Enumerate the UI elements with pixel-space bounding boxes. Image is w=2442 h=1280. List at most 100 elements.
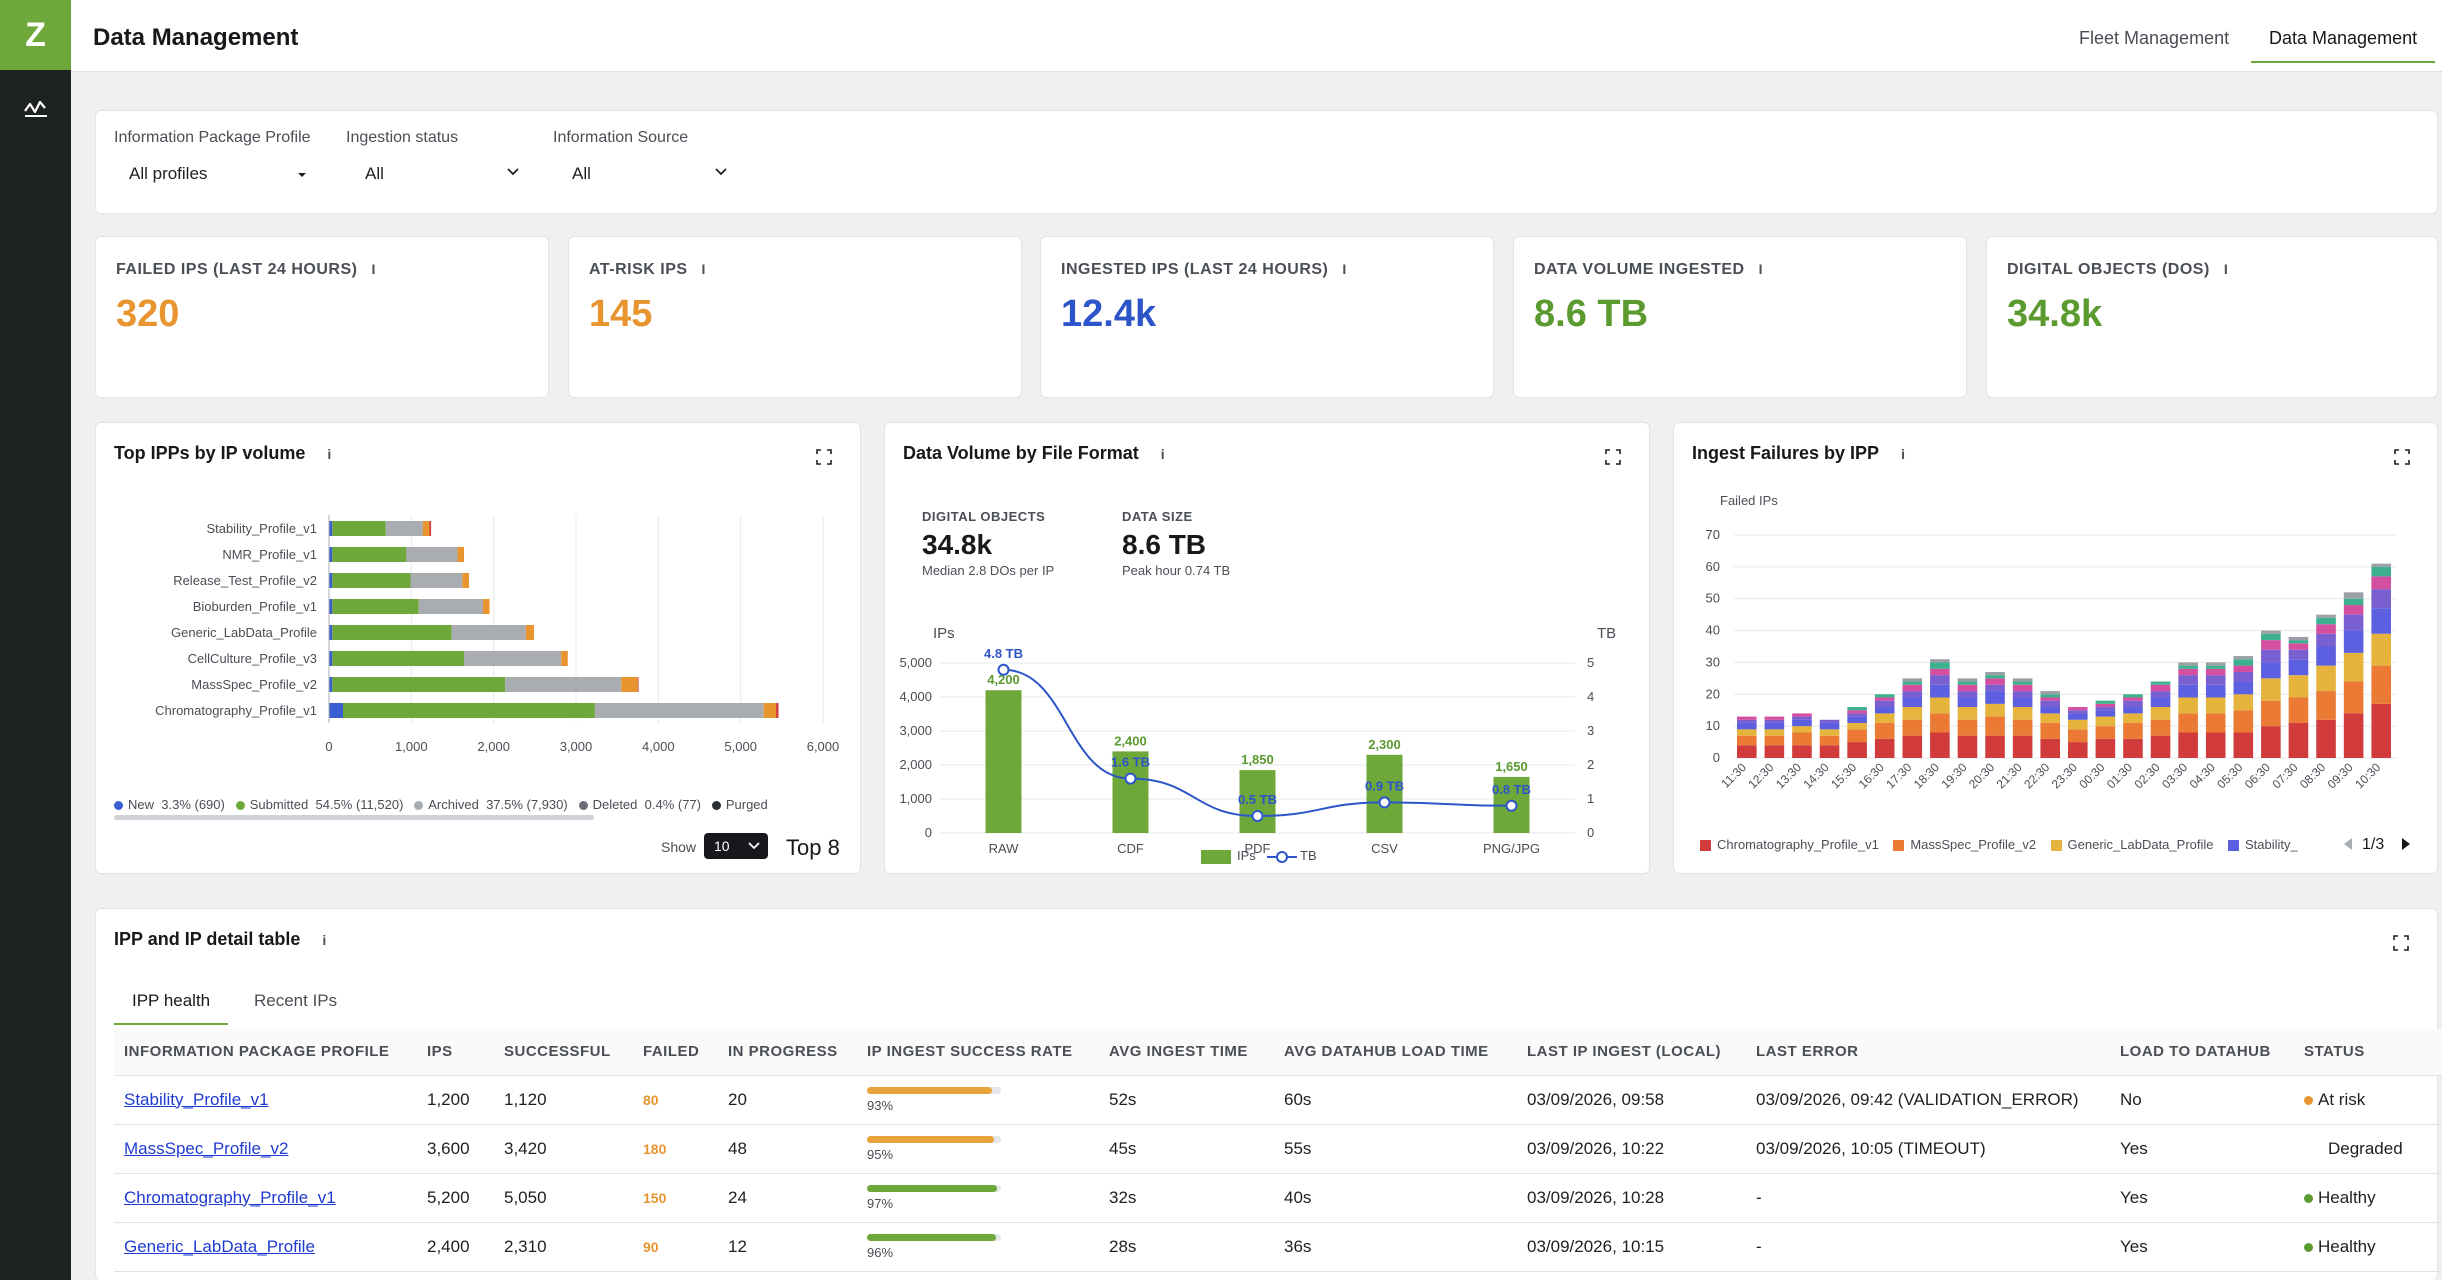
failed-cell: 90 bbox=[643, 1238, 659, 1255]
activity-icon[interactable] bbox=[22, 96, 50, 120]
bar-segment bbox=[2068, 719, 2088, 730]
bar-segment bbox=[2233, 671, 2254, 682]
legend-item-deleted[interactable]: Deleted 0.4% (77) bbox=[578, 797, 701, 812]
column-header[interactable]: Information Package Profile bbox=[114, 1029, 417, 1076]
table-row[interactable]: Chromatography_Profile_v1 5,200 5,050 15… bbox=[114, 1173, 2442, 1223]
profile-link[interactable]: Chromatography_Profile_v1 bbox=[114, 1173, 417, 1223]
info-icon[interactable]: i bbox=[1160, 446, 1165, 462]
x-tick-label: 02:30 bbox=[2132, 760, 2163, 791]
table-row[interactable]: MassSpec_Profile_v2 3,600 3,420 180 48 9… bbox=[114, 1124, 2442, 1174]
chevron-down-icon[interactable] bbox=[506, 165, 520, 179]
table-row[interactable]: Stability_Profile_v1 1,200 1,120 80 20 9… bbox=[114, 1075, 2442, 1125]
column-header[interactable]: Last error bbox=[1746, 1029, 2110, 1076]
tab-fleet-management[interactable]: Fleet Management bbox=[2079, 28, 2230, 48]
expand-icon[interactable] bbox=[2394, 449, 2410, 465]
information-source-select[interactable]: All bbox=[572, 164, 591, 183]
bar-segment bbox=[1985, 703, 2005, 717]
profile-link[interactable]: MassSpec_Profile_v2 bbox=[114, 1124, 417, 1174]
legend-item-archived[interactable]: Archived 37.5% (7,930) bbox=[414, 797, 568, 812]
x-tick-label: PDF bbox=[1245, 841, 1271, 853]
failed-cell: 150 bbox=[643, 1189, 667, 1206]
app-logo[interactable]: Z bbox=[0, 0, 71, 70]
bar-segment bbox=[2233, 659, 2254, 666]
y-tick-label: 60 bbox=[1706, 559, 1720, 574]
show-count-select[interactable]: 10 bbox=[704, 833, 768, 859]
expand-icon[interactable] bbox=[2393, 935, 2409, 951]
bar-segment bbox=[1874, 722, 1895, 739]
column-header[interactable]: Failed bbox=[633, 1029, 718, 1076]
column-header[interactable]: Successful bbox=[494, 1029, 633, 1076]
legend-item-purged[interactable]: Purged bbox=[711, 797, 768, 812]
bar-segment bbox=[2288, 722, 2309, 758]
bar-segment-archived bbox=[410, 573, 463, 588]
info-icon[interactable]: i bbox=[1758, 261, 1763, 277]
legend-next-icon[interactable] bbox=[2400, 837, 2412, 851]
bar-segment bbox=[1930, 732, 1950, 758]
bar-segment bbox=[1930, 662, 1950, 669]
info-icon[interactable]: i bbox=[371, 261, 376, 277]
x-tick-label: 06:30 bbox=[2242, 760, 2273, 791]
success-rate-bar bbox=[867, 1233, 1001, 1241]
legend-scrollbar[interactable] bbox=[114, 815, 594, 820]
info-icon[interactable]: i bbox=[322, 932, 327, 948]
profile-link[interactable]: Generic_LabData_Profile bbox=[114, 1222, 417, 1272]
panel-title: Data Volume by File Format bbox=[903, 443, 1139, 463]
load-datahub-cell: Yes bbox=[2110, 1124, 2294, 1174]
y-tick-label: 50 bbox=[1706, 591, 1720, 606]
panel-title: Ingest Failures by IPP bbox=[1692, 443, 1880, 463]
kpi-value: 145 bbox=[589, 293, 653, 335]
info-icon[interactable]: i bbox=[327, 446, 332, 462]
legend-dot bbox=[414, 801, 424, 811]
column-header[interactable]: Avg DataHub load time bbox=[1274, 1029, 1517, 1076]
legend-item-new[interactable]: New 3.3% (690) bbox=[114, 797, 225, 812]
bar-segment-archived bbox=[418, 599, 483, 614]
expand-icon[interactable] bbox=[816, 449, 832, 465]
legend-item-stability[interactable]: Stability_ bbox=[2227, 837, 2298, 852]
bar-segment bbox=[2095, 707, 2116, 711]
bar-segment bbox=[1957, 735, 1978, 758]
table-row[interactable]: Generic_LabData_Profile 2,400 2,310 90 1… bbox=[114, 1222, 2442, 1272]
top-ipps-chart: 0 1,000 2,000 3,000 4,000 5,000 6,000 Stability… bbox=[155, 515, 839, 754]
bar-segment bbox=[2123, 697, 2143, 701]
column-header[interactable]: Status bbox=[2294, 1029, 2442, 1076]
legend-item-chromatography[interactable]: Chromatography_Profile_v1 bbox=[1700, 837, 1879, 852]
column-header[interactable]: IP ingest success rate bbox=[857, 1029, 1099, 1076]
success-rate-fill bbox=[867, 1135, 995, 1143]
ingestion-status-select[interactable]: All bbox=[365, 164, 384, 183]
profile-link[interactable]: Stability_Profile_v1 bbox=[114, 1075, 417, 1125]
bar-segment bbox=[1902, 697, 1923, 708]
ingest-time-cell: 45s bbox=[1099, 1124, 1274, 1174]
info-icon[interactable]: i bbox=[1901, 446, 1905, 462]
expand-icon[interactable] bbox=[1605, 449, 1621, 465]
chevron-down-icon[interactable] bbox=[714, 165, 728, 179]
left-tick-label: 1,000 bbox=[899, 791, 932, 806]
digital-objects-label: DIGITAL OBJECTS bbox=[922, 509, 1046, 524]
legend-prev-icon[interactable] bbox=[2342, 837, 2354, 851]
tab-ipp-health[interactable]: IPP health bbox=[114, 991, 229, 1025]
column-header[interactable]: IPs bbox=[417, 1029, 494, 1076]
legend-item-submitted[interactable]: Submitted 54.5% (11,520) bbox=[235, 797, 403, 812]
profile-select[interactable]: All profiles bbox=[129, 164, 208, 183]
column-header[interactable]: Avg ingest time bbox=[1099, 1029, 1274, 1076]
info-icon[interactable]: i bbox=[1342, 261, 1347, 277]
legend-item-generic[interactable]: Generic_LabData_Profile bbox=[2050, 837, 2214, 852]
bar-segment bbox=[1874, 713, 1895, 723]
bar bbox=[1366, 754, 1403, 833]
tab-recent-ips[interactable]: Recent IPs bbox=[254, 991, 338, 1010]
info-icon[interactable]: i bbox=[701, 261, 706, 277]
bar-segment bbox=[2012, 678, 2033, 682]
kpi-title: DATA VOLUME INGESTED bbox=[1534, 261, 1745, 278]
info-icon[interactable]: i bbox=[2223, 261, 2229, 277]
bar-segment bbox=[2178, 713, 2198, 733]
bar-segment bbox=[1957, 678, 1978, 682]
column-header[interactable]: Last IP ingest (local) bbox=[1517, 1029, 1746, 1076]
load-time-cell: 40s bbox=[1274, 1173, 1517, 1223]
x-tick-label: 1,000 bbox=[395, 739, 428, 754]
bar-segment bbox=[2343, 605, 2364, 615]
tab-data-management[interactable]: Data Management bbox=[2251, 28, 2436, 63]
caret-down-icon[interactable] bbox=[296, 171, 308, 179]
column-header[interactable]: In progress bbox=[718, 1029, 857, 1076]
legend-item-massspec[interactable]: MassSpec_Profile_v2 bbox=[1893, 837, 2036, 852]
column-header[interactable]: Load to DataHub bbox=[2110, 1029, 2294, 1076]
tb-line bbox=[1003, 668, 1512, 818]
